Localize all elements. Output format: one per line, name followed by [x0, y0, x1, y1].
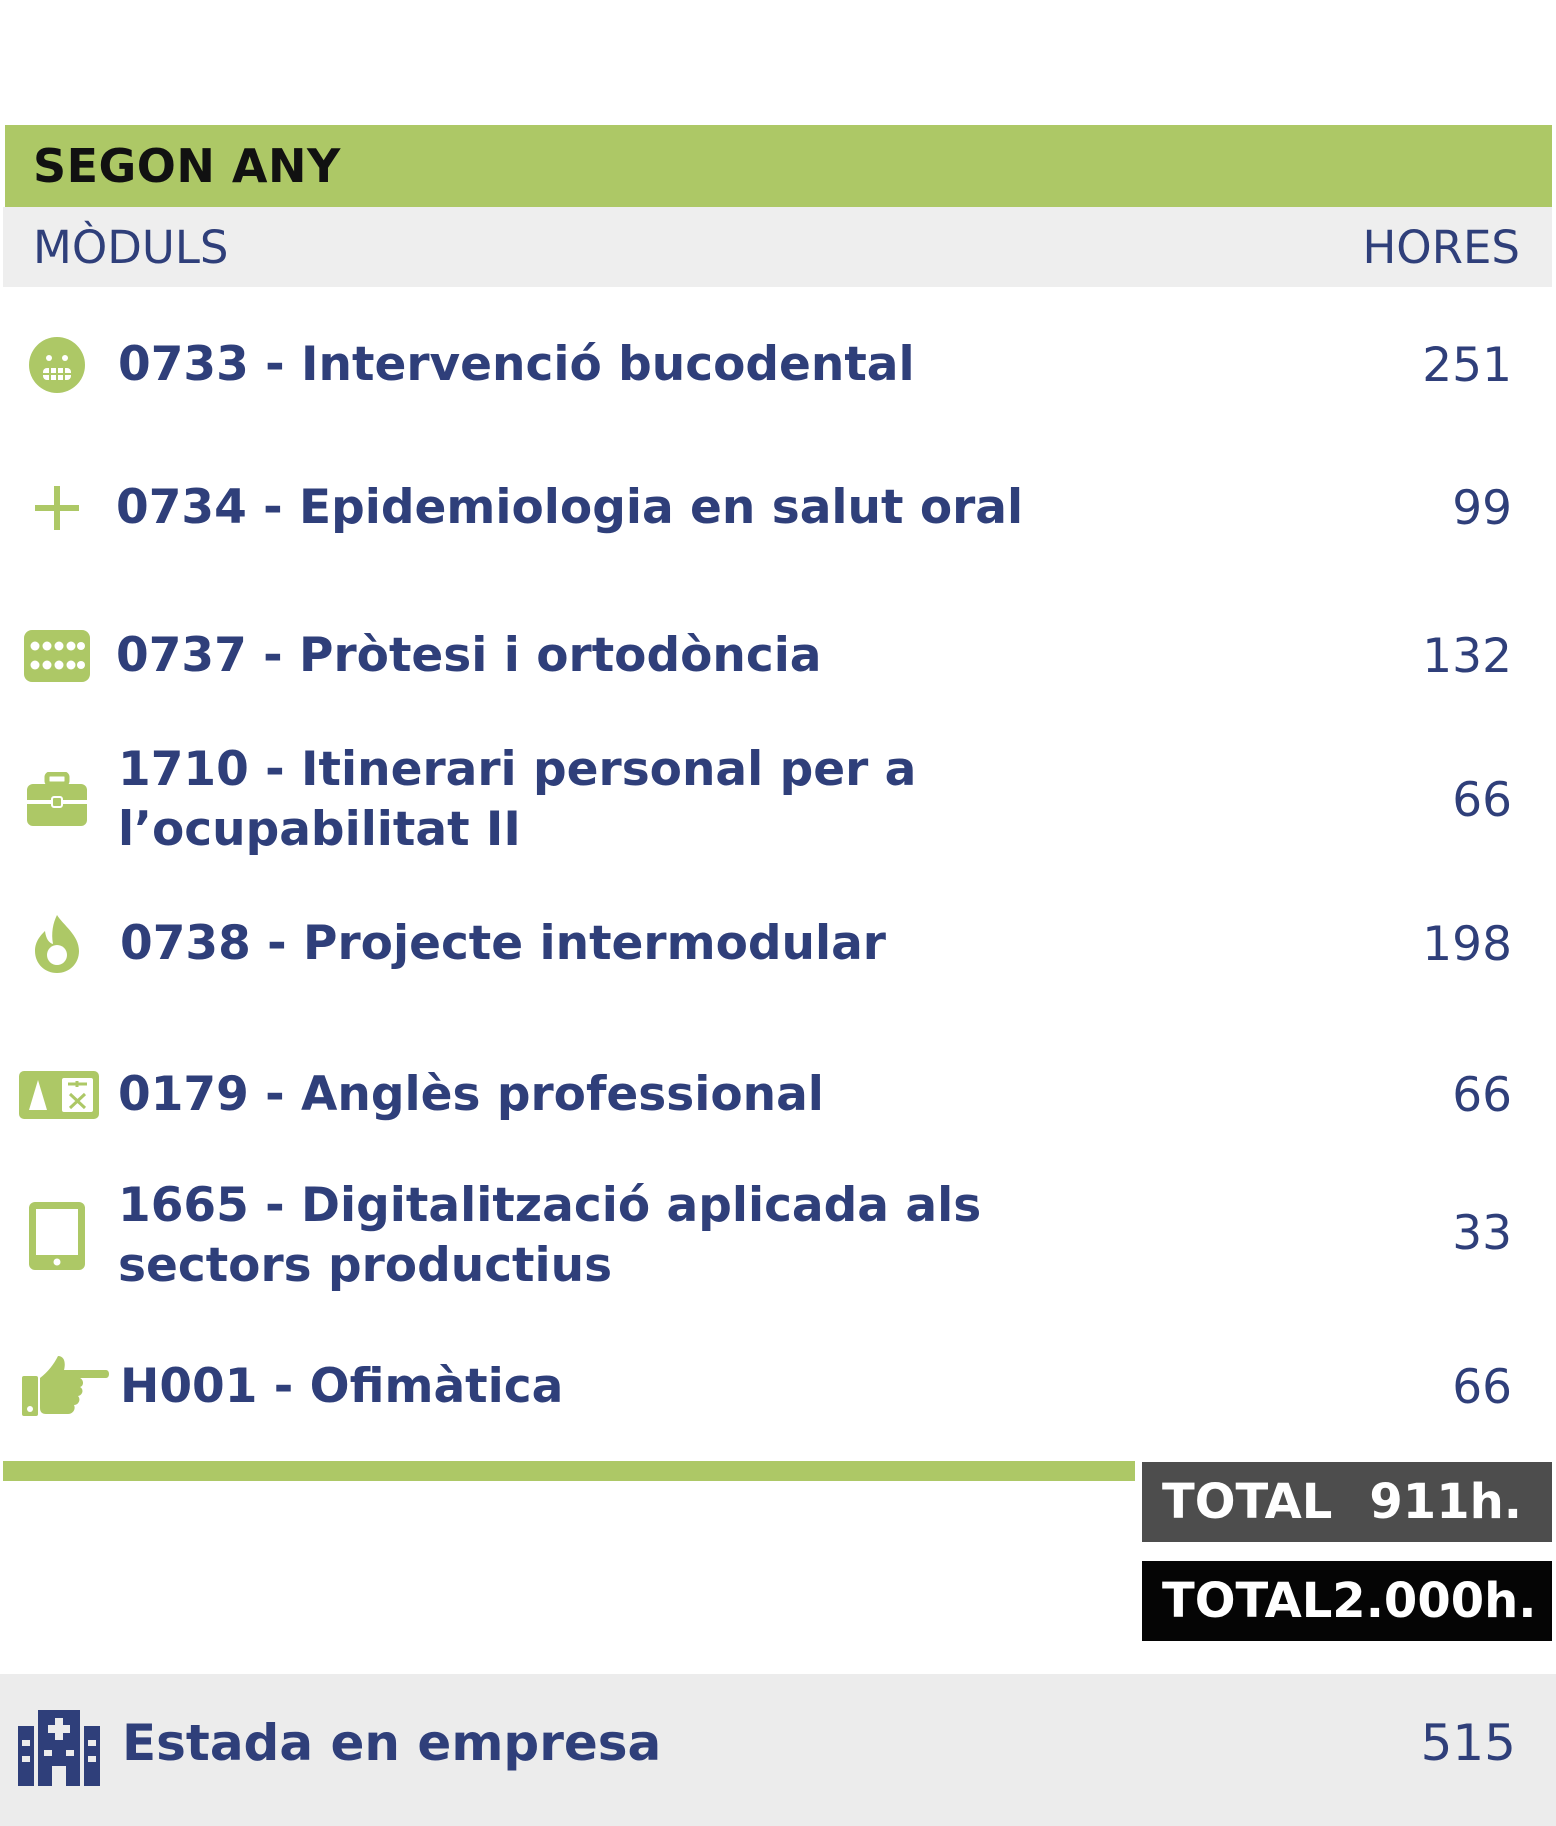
total-value: 911h.: [1369, 1474, 1522, 1530]
module-row: 0737 - Pròtesi i ortodòncia 132: [0, 619, 1556, 693]
module-hours: 66: [1452, 1067, 1512, 1123]
denture-icon: [20, 619, 94, 693]
module-row: 1665 - Digitalització aplicada als secto…: [0, 1176, 1556, 1296]
module-label: 0738 - Projecte intermodular: [120, 916, 886, 971]
module-row: 0179 - Anglès professional 66: [0, 1058, 1556, 1132]
total-box-overall: TOTAL 2.000h.: [1142, 1561, 1552, 1641]
column-header: MÒDULS HORES: [3, 207, 1552, 287]
module-label: 0734 - Epidemiologia en salut oral: [116, 480, 1024, 535]
total-label: TOTAL: [1162, 1474, 1333, 1530]
translate-icon: [18, 1058, 100, 1132]
estada-label: Estada en empresa: [122, 1714, 662, 1772]
module-row: 0734 - Epidemiologia en salut oral 99: [0, 471, 1556, 545]
module-label: 0733 - Intervenció bucodental: [118, 337, 915, 392]
modules-column-label: MÒDULS: [33, 220, 229, 274]
module-row: 0733 - Intervenció bucodental 251: [0, 328, 1556, 402]
module-row: H001 - Ofimàtica 66: [0, 1350, 1556, 1424]
module-hours: 33: [1452, 1206, 1512, 1261]
module-hours: 251: [1422, 337, 1512, 393]
module-label: 0179 - Anglès professional: [118, 1067, 824, 1122]
module-row: 1710 - Itinerari personal per a l’ocupab…: [0, 742, 1556, 857]
total-value: 2.000h.: [1332, 1573, 1537, 1629]
module-hours: 99: [1452, 480, 1512, 536]
tablet-icon: [20, 1199, 94, 1273]
section-header: SEGON ANY: [5, 125, 1552, 207]
module-hours: 132: [1422, 628, 1512, 684]
module-label: 1710 - Itinerari personal per a l’ocupab…: [118, 742, 917, 857]
module-label: 0737 - Pròtesi i ortodòncia: [116, 628, 822, 683]
module-hours: 66: [1452, 1359, 1512, 1415]
module-row: 0738 - Projecte intermodular 198: [0, 907, 1556, 981]
hours-column-label: HORES: [1362, 220, 1520, 274]
total-separator-line: [3, 1461, 1135, 1481]
pointing-hand-icon: [20, 1350, 110, 1424]
section-title: SEGON ANY: [33, 139, 341, 193]
total-box-year: TOTAL 911h.: [1142, 1462, 1552, 1542]
total-label: TOTAL: [1162, 1573, 1333, 1629]
module-label: 1665 - Digitalització aplicada als secto…: [118, 1178, 982, 1293]
module-label: H001 - Ofimàtica: [120, 1359, 564, 1414]
estada-row: Estada en empresa 515: [0, 1674, 1556, 1826]
module-hours: 198: [1422, 916, 1512, 972]
flame-icon: [20, 907, 94, 981]
hospital-building-icon: [18, 1710, 100, 1786]
briefcase-icon: [20, 763, 94, 837]
tooth-smile-icon: [20, 328, 94, 402]
plus-icon: [20, 471, 94, 545]
module-hours: 66: [1452, 772, 1512, 828]
estada-hours: 515: [1420, 1714, 1516, 1772]
